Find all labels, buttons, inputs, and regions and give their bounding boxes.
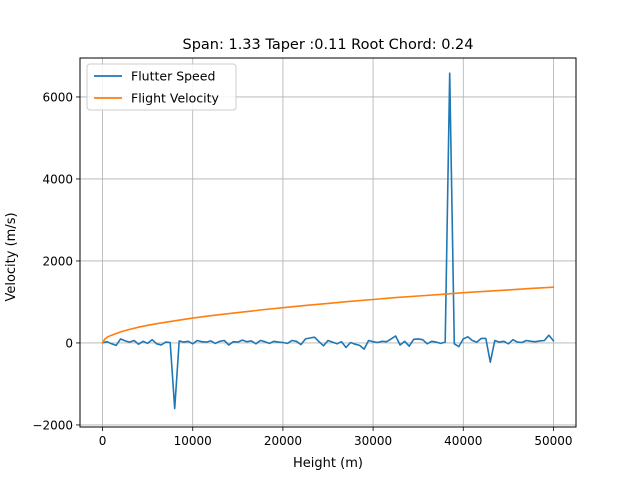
x-tick-label: 30000 xyxy=(354,434,392,448)
x-axis-label: Height (m) xyxy=(293,456,363,471)
y-axis-ticks: −2000 0 2000 4000 6000 xyxy=(32,90,80,432)
legend-box xyxy=(86,63,237,111)
x-tick-label: 10000 xyxy=(174,434,212,448)
series-layer xyxy=(101,72,555,410)
x-axis-ticks: 0 10000 20000 30000 40000 50000 xyxy=(99,427,573,448)
legend-label: Flight Velocity xyxy=(131,91,220,106)
series-line-flutter-speed xyxy=(101,72,555,410)
x-tick-label: 20000 xyxy=(264,434,302,448)
chart-title: Span: 1.33 Taper :0.11 Root Chord: 0.24 xyxy=(182,37,473,53)
y-tick-label: 4000 xyxy=(42,172,73,186)
x-tick-label: 50000 xyxy=(534,434,572,448)
series-line-flight-velocity xyxy=(101,286,555,344)
y-tick-label: −2000 xyxy=(32,418,73,432)
x-tick-label: 0 xyxy=(99,434,107,448)
x-tick-label: 40000 xyxy=(444,434,482,448)
legend: Flutter Speed Flight Velocity xyxy=(86,63,237,111)
y-tick-label: 6000 xyxy=(42,90,73,104)
grid xyxy=(80,58,576,427)
axes-frame xyxy=(79,57,577,428)
y-tick-label: 2000 xyxy=(42,254,73,268)
y-tick-label: 0 xyxy=(65,336,73,350)
legend-label: Flutter Speed xyxy=(131,69,215,84)
y-axis-label: Velocity (m/s) xyxy=(4,212,19,301)
